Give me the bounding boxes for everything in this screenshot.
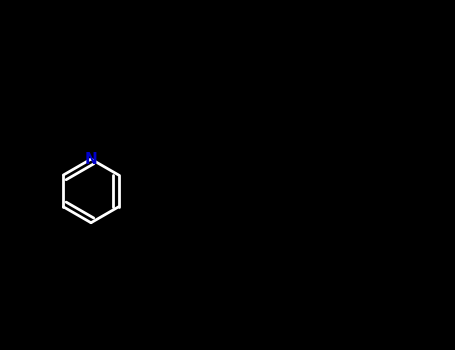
Text: N: N xyxy=(85,152,97,167)
